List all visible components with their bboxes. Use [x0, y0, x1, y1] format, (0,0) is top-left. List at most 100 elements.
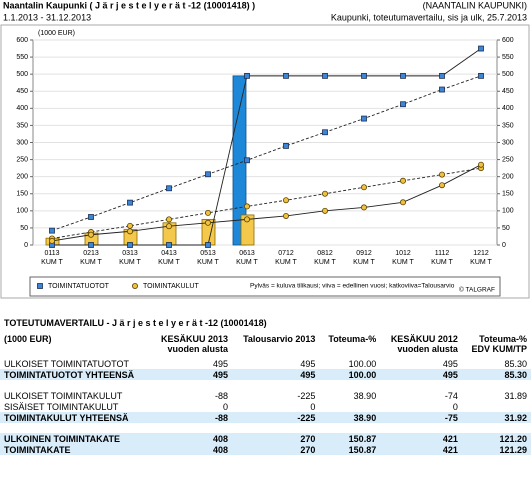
x-tick-label: 1112 KUM T [431, 250, 453, 266]
header-text: vuoden alusta [167, 344, 228, 354]
marker [283, 143, 289, 149]
header-text: KESÄKUU 2012 [390, 334, 458, 344]
previous-year-line [51, 164, 482, 242]
table-row: ULKOISET TOIMINTATUOTOT 495 495 100.00 495 85… [0, 358, 531, 369]
marker [88, 242, 94, 248]
y-tick-label: 400 [16, 105, 28, 112]
marker [438, 171, 445, 178]
bar [240, 214, 255, 246]
marker [49, 237, 56, 244]
cell: 100.00 [319, 369, 381, 380]
x-tick-label: 0812 KUM T [314, 250, 336, 266]
y2-tick-label: 350 [502, 122, 514, 129]
spacer [0, 380, 531, 390]
y2-tick-label: 500 [502, 71, 514, 78]
cell: 31.92 [461, 412, 531, 423]
y-tick-label: 600 [16, 37, 28, 44]
table-row: TOIMINTAKULUT YHTEENSÄ -88 -225 38.90 -75 31.… [0, 412, 531, 423]
cell: 121.29 [461, 444, 531, 455]
cell: 38.90 [319, 412, 381, 423]
x-tick-label: 0613 KUM T [236, 250, 258, 266]
header-text: Toteuma-% [479, 334, 527, 344]
table-title: TOTEUTUMAVERTAILU - J ä r j e s t e l y … [4, 318, 267, 328]
cell: 421 [380, 433, 462, 444]
cell: 495 [212, 358, 228, 369]
row-label: TOIMINTATUOTOT YHTEENSÄ [0, 369, 151, 380]
report-info: Kaupunki, toteutumavertailu, sis ja ulk,… [331, 12, 527, 22]
header-cell: (1000 EUR) [0, 334, 150, 358]
y2-tick-label: 400 [502, 105, 514, 112]
cell: 408 [150, 444, 232, 455]
marker [127, 228, 134, 235]
chart-frame [0, 24, 530, 299]
y-tick-label: 150 [16, 191, 28, 198]
legend-box [29, 276, 501, 297]
cell: -74 [444, 390, 458, 401]
cell: 150.87 [319, 444, 381, 455]
report-title: Naantalin Kaupunki ( J ä r j e s t e l y… [3, 0, 255, 10]
marker [439, 72, 445, 79]
cell: 121.20 [461, 433, 531, 444]
y-axis-label: (1000 EUR) [38, 30, 75, 37]
header-text: KESÄKUU 2013 [160, 334, 228, 344]
marker [205, 242, 211, 248]
cell: -225 [297, 390, 316, 401]
marker [205, 171, 211, 178]
cell [319, 401, 380, 412]
marker [322, 72, 328, 79]
row-label: SISÄISET TOIMINTAKULUT [4, 401, 119, 412]
header-cell: Talousarvio 2013 [232, 334, 319, 358]
table-section: TOTEUTUMAVERTAILU - J ä r j e s t e l y … [0, 318, 531, 455]
y2-tick-label: 450 [502, 88, 514, 95]
row-label: ULKOISET TOIMINTATUOTOT [4, 358, 130, 369]
y-tick-label: 350 [16, 122, 28, 129]
y2-tick-label: 50 [502, 225, 510, 232]
y2-tick-label: 600 [502, 37, 514, 44]
y-tick-label: 100 [16, 208, 28, 215]
marker [439, 86, 445, 93]
marker [283, 72, 289, 79]
cell: 31.89 [504, 390, 527, 401]
marker [477, 161, 484, 168]
marker [204, 219, 211, 226]
cell: 0 [310, 401, 316, 412]
table: (1000 EUR) KESÄKUU 2013 vuoden alusta Talou… [0, 334, 531, 455]
marker [49, 227, 55, 234]
y-tick-label: 300 [16, 139, 28, 146]
legend-label: TOIMINTAKULUT [143, 283, 199, 290]
x-tick-label: 0113 KUM T [41, 250, 63, 266]
credit: © TALGRAF [459, 286, 495, 294]
x-tick-label: 1212 KUM T [470, 250, 492, 266]
marker [438, 182, 445, 189]
marker [37, 283, 43, 289]
row-label: ULKOISET TOIMINTAKULUT [4, 390, 123, 401]
row-label: ULKOINEN TOIMINTAKATE [0, 433, 151, 444]
x-tick-label: 0513 KUM T [197, 250, 219, 266]
y-tick-label: 500 [16, 71, 28, 78]
marker [166, 185, 172, 192]
header-text: (1000 EUR) [4, 334, 52, 344]
marker [243, 216, 250, 223]
budget-line [51, 75, 482, 232]
cell: 0 [452, 401, 458, 412]
spacer-cell [0, 380, 531, 390]
cell: 150.87 [319, 433, 381, 444]
marker [88, 231, 95, 238]
cell: 85.30 [461, 369, 531, 380]
cell: 38.90 [353, 390, 377, 401]
marker [360, 204, 367, 211]
marker [321, 207, 328, 214]
cell: 495 [300, 358, 316, 369]
y-tick-label: 450 [16, 88, 28, 95]
x-tick-label: 0213 KUM T [80, 250, 102, 266]
y-tick-label: 0 [24, 242, 28, 249]
marker [360, 184, 367, 191]
x-tick-label: 1012 KUM T [392, 250, 414, 266]
header-text: Talousarvio 2013 [243, 334, 316, 344]
x-tick-label: 0413 KUM T [158, 250, 180, 266]
marker [244, 72, 250, 79]
marker [399, 199, 406, 206]
header-cell: Toteuma-% [319, 334, 380, 358]
marker [165, 216, 172, 223]
cell: 408 [150, 433, 232, 444]
